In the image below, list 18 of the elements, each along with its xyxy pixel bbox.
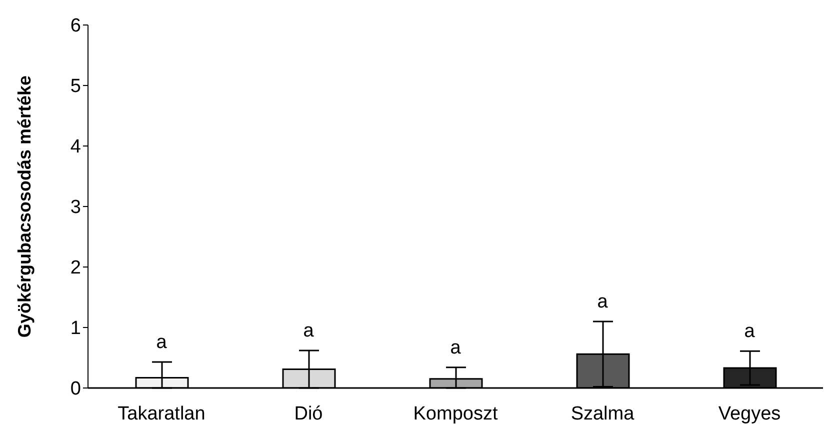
annotation: a — [156, 332, 168, 353]
annotation: a — [450, 337, 462, 358]
y-tick-label: 2 — [70, 258, 81, 279]
x-tick-label: Dió — [294, 403, 323, 424]
annotation: a — [303, 320, 314, 342]
x-tick-label: Komposzt — [413, 403, 498, 424]
y-tick-label: 6 — [70, 16, 81, 37]
x-tick-label: Takaratlan — [118, 403, 206, 424]
y-tick-label: 5 — [70, 76, 81, 98]
y-tick-label: 4 — [70, 136, 82, 158]
annotation: a — [597, 291, 608, 312]
annotation: a — [744, 321, 756, 342]
y-tick-label: 0 — [70, 378, 81, 400]
y-tick-label: 3 — [70, 197, 81, 218]
x-tick-label: Szalma — [570, 403, 635, 424]
y-axis-title: Gyökérgubacsosodás mértéke — [14, 75, 34, 338]
y-tick-label: 1 — [70, 318, 81, 340]
x-tick-label: Vegyes — [718, 403, 781, 424]
